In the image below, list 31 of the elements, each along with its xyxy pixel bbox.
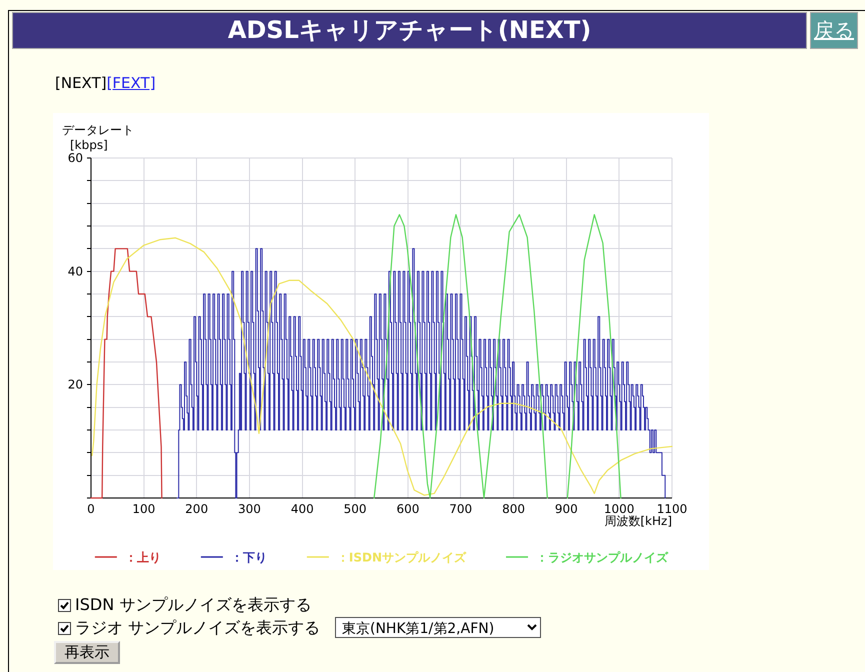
x-axis-title: 周波数[kHz] xyxy=(604,514,672,528)
text: [NEXT] xyxy=(55,74,107,92)
y-tick-label: 20 xyxy=(68,378,83,392)
legend-label: ：上り xyxy=(124,550,161,564)
dropdown: 東京(NHK第1/第2,AFN) xyxy=(335,617,541,638)
y-tick-label: 60 xyxy=(68,151,83,165)
button: 再表示 xyxy=(54,641,120,664)
y-tick-label: 40 xyxy=(68,264,83,278)
line-series xyxy=(91,237,673,496)
legend-label: ：下り xyxy=(230,550,267,564)
x-tick-label: 400 xyxy=(290,502,314,516)
x-tick-label: 0 xyxy=(87,502,95,516)
x-tick-label: 900 xyxy=(554,502,578,516)
y-axis-title: データレート [kbps] xyxy=(62,123,134,152)
legend-label: ：ラジオサンプルノイズ xyxy=(536,550,670,564)
x-tick-label: 500 xyxy=(344,502,367,516)
x-tick-label: 100 xyxy=(132,502,156,516)
legend-label: ：ISDNサンプルノイズ xyxy=(336,550,468,564)
x-tick-label: 1000 xyxy=(604,502,634,516)
line-series xyxy=(90,248,162,499)
x-tick-label: 700 xyxy=(449,502,472,516)
text: ラジオ サンプルノイズを表示する xyxy=(75,618,320,638)
x-tick-label: 300 xyxy=(238,502,261,516)
x-tick-label: 200 xyxy=(185,502,208,516)
x-tick-label: 800 xyxy=(502,502,525,516)
text: ISDN サンプルノイズを表示する xyxy=(75,595,312,615)
x-tick-label: 1100 xyxy=(656,502,688,516)
text: [FEXT] xyxy=(106,74,156,92)
chart-title: ADSLキャリアチャート(NEXT) xyxy=(228,15,592,46)
button: 戻る xyxy=(810,12,858,49)
x-tick-label: 600 xyxy=(396,502,420,516)
